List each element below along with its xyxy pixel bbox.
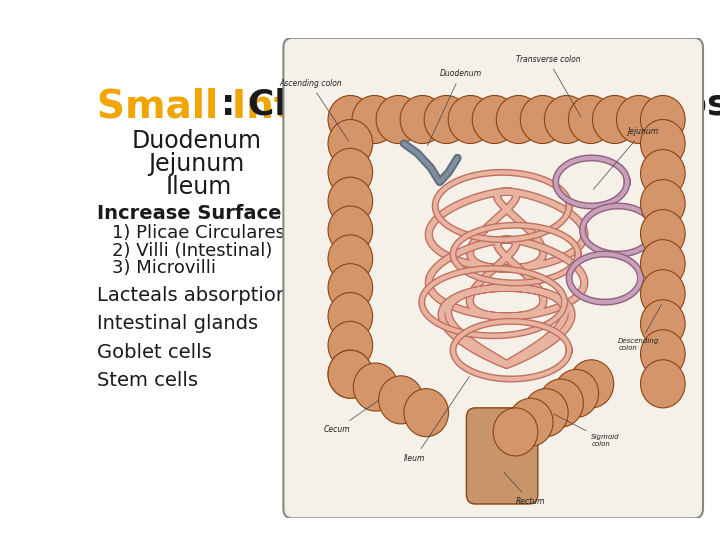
Circle shape	[376, 96, 420, 144]
Circle shape	[328, 293, 373, 341]
Circle shape	[641, 150, 685, 198]
Circle shape	[493, 408, 538, 456]
Text: Duodenum: Duodenum	[132, 129, 262, 153]
Text: Jejunum: Jejunum	[148, 152, 245, 176]
Circle shape	[641, 119, 685, 167]
Circle shape	[328, 119, 373, 167]
Circle shape	[328, 264, 373, 312]
Text: Ileum: Ileum	[404, 376, 469, 463]
Circle shape	[544, 96, 589, 144]
Circle shape	[400, 96, 445, 144]
Circle shape	[424, 96, 469, 144]
Text: Intestinal glands: Intestinal glands	[97, 314, 258, 333]
Text: Goblet cells: Goblet cells	[97, 342, 212, 362]
Circle shape	[328, 96, 373, 144]
Text: 1) Plicae Circulares: 1) Plicae Circulares	[112, 224, 285, 242]
Circle shape	[328, 206, 373, 254]
Circle shape	[521, 96, 565, 144]
Circle shape	[569, 360, 613, 408]
Circle shape	[641, 180, 685, 228]
Circle shape	[354, 363, 398, 411]
Text: Small Intestine: Small Intestine	[97, 87, 428, 126]
Circle shape	[641, 240, 685, 288]
Text: Ascending colon: Ascending colon	[279, 79, 348, 141]
Text: Cecum: Cecum	[323, 400, 379, 434]
Text: Lacteals absorption lipids: Lacteals absorption lipids	[97, 286, 346, 305]
Circle shape	[472, 96, 517, 144]
FancyBboxPatch shape	[467, 408, 538, 504]
Circle shape	[641, 360, 685, 408]
Circle shape	[328, 350, 373, 399]
Text: Rectum: Rectum	[504, 472, 545, 506]
Circle shape	[328, 350, 373, 399]
Text: Stem cells: Stem cells	[97, 371, 198, 390]
Circle shape	[328, 148, 373, 197]
Circle shape	[641, 269, 685, 318]
Circle shape	[641, 330, 685, 378]
Text: 2) Villi (Intestinal): 2) Villi (Intestinal)	[112, 241, 273, 260]
Circle shape	[641, 210, 685, 258]
Circle shape	[352, 96, 397, 144]
Text: 3) Microvilli: 3) Microvilli	[112, 259, 216, 277]
Circle shape	[379, 376, 423, 424]
Circle shape	[328, 177, 373, 225]
Text: Ileum: Ileum	[166, 175, 232, 199]
Text: Jejunum: Jejunum	[593, 127, 658, 190]
Text: Descending
colon: Descending colon	[618, 305, 662, 351]
Circle shape	[539, 379, 583, 427]
Circle shape	[404, 389, 449, 437]
Circle shape	[328, 235, 373, 283]
Circle shape	[641, 96, 685, 144]
Circle shape	[554, 369, 598, 417]
Circle shape	[449, 96, 493, 144]
Circle shape	[568, 96, 613, 144]
Text: Increase Surface Area for Absorption: Increase Surface Area for Absorption	[97, 204, 505, 223]
Circle shape	[616, 96, 661, 144]
Text: Sigmoid
colon: Sigmoid colon	[554, 414, 620, 447]
Text: : Chemical Digestion/Absorption: : Chemical Digestion/Absorption	[221, 87, 720, 122]
Circle shape	[641, 300, 685, 348]
Circle shape	[328, 321, 373, 369]
FancyBboxPatch shape	[284, 38, 703, 518]
Circle shape	[508, 399, 553, 446]
Circle shape	[593, 96, 637, 144]
Text: Duodenum: Duodenum	[428, 69, 482, 146]
Circle shape	[496, 96, 541, 144]
Text: Transverse colon: Transverse colon	[516, 55, 581, 117]
Circle shape	[523, 389, 568, 437]
